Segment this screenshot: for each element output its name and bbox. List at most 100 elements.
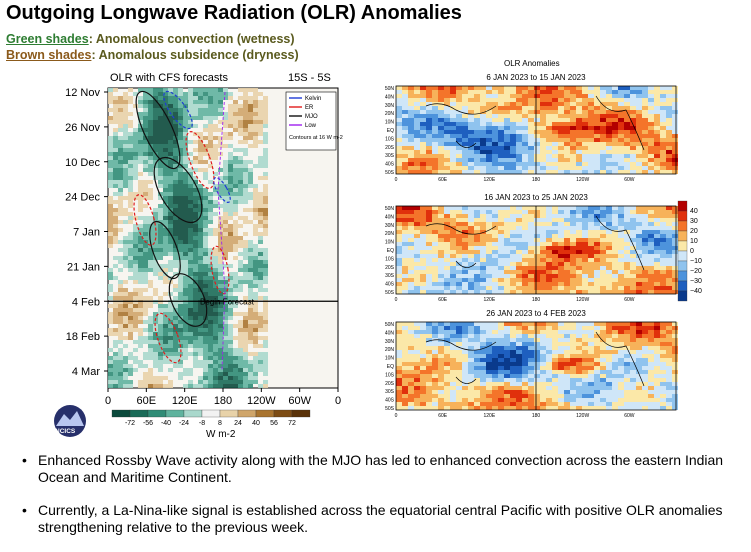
anomaly-cell — [128, 268, 133, 272]
anomaly-cell — [588, 286, 594, 290]
anomaly-cell — [498, 234, 504, 238]
x-tick-label: 60E — [137, 395, 157, 407]
anomaly-cell — [492, 366, 498, 370]
anomaly-cell — [263, 276, 268, 280]
anomaly-cell — [183, 260, 188, 264]
anomaly-cell — [203, 104, 208, 108]
anomaly-cell — [233, 220, 238, 224]
anomaly-cell — [462, 214, 468, 218]
anomaly-cell — [570, 254, 576, 258]
anomaly-cell — [642, 286, 648, 290]
anomaly-cell — [456, 338, 462, 342]
anomaly-cell — [414, 162, 420, 166]
anomaly-cell — [228, 312, 233, 316]
anomaly-cell — [624, 206, 630, 210]
colorbar-tick: -8 — [199, 420, 205, 427]
anomaly-cell — [594, 290, 600, 294]
anomaly-cell — [208, 336, 213, 340]
anomaly-cell — [642, 246, 648, 250]
colorbar-tick: 72 — [288, 420, 296, 427]
anomaly-cell — [612, 214, 618, 218]
anomaly-cell — [173, 324, 178, 328]
anomaly-cell — [558, 134, 564, 138]
anomaly-cell — [558, 86, 564, 90]
anomaly-cell — [233, 196, 238, 200]
anomaly-cell — [576, 146, 582, 150]
anomaly-cell — [396, 238, 402, 242]
anomaly-cell — [468, 322, 474, 326]
anomaly-cell — [576, 122, 582, 126]
anomaly-cell — [263, 116, 268, 120]
anomaly-cell — [228, 380, 233, 384]
anomaly-cell — [558, 338, 564, 342]
anomaly-cell — [408, 234, 414, 238]
anomaly-cell — [243, 240, 248, 244]
anomaly-cell — [612, 154, 618, 158]
anomaly-cell — [450, 134, 456, 138]
anomaly-cell — [624, 218, 630, 222]
anomaly-cell — [570, 286, 576, 290]
anomaly-cell — [143, 300, 148, 304]
anomaly-cell — [552, 262, 558, 266]
lon-tick-label: 0 — [395, 177, 398, 183]
anomaly-cell — [263, 156, 268, 160]
anomaly-cell — [564, 282, 570, 286]
anomaly-cell — [426, 262, 432, 266]
anomaly-cell — [203, 176, 208, 180]
anomaly-cell — [594, 382, 600, 386]
anomaly-cell — [660, 234, 666, 238]
anomaly-cell — [213, 292, 218, 296]
anomaly-cell — [504, 342, 510, 346]
anomaly-cell — [510, 374, 516, 378]
anomaly-cell — [108, 96, 113, 100]
anomaly-cell — [468, 166, 474, 170]
anomaly-cell — [238, 120, 243, 124]
anomaly-cell — [474, 366, 480, 370]
anomaly-cell — [183, 332, 188, 336]
anomaly-cell — [438, 386, 444, 390]
anomaly-cell — [582, 374, 588, 378]
anomaly-cell — [606, 254, 612, 258]
anomaly-cell — [552, 214, 558, 218]
anomaly-cell — [118, 352, 123, 356]
anomaly-cell — [660, 150, 666, 154]
anomaly-cell — [654, 126, 660, 130]
anomaly-cell — [642, 258, 648, 262]
anomaly-cell — [198, 276, 203, 280]
y-tick-label: 24 Dec — [65, 192, 100, 204]
anomaly-cell — [173, 296, 178, 300]
anomaly-cell — [480, 242, 486, 246]
anomaly-cell — [462, 150, 468, 154]
anomaly-cell — [198, 108, 203, 112]
lat-tick-label: 30N — [385, 223, 395, 229]
anomaly-cell — [546, 254, 552, 258]
anomaly-cell — [570, 382, 576, 386]
anomaly-cell — [564, 222, 570, 226]
anomaly-cell — [414, 350, 420, 354]
anomaly-cell — [168, 160, 173, 164]
anomaly-cell — [402, 386, 408, 390]
anomaly-cell — [420, 106, 426, 110]
anomaly-cell — [118, 192, 123, 196]
anomaly-cell — [178, 304, 183, 308]
anomaly-cell — [168, 104, 173, 108]
anomaly-cell — [183, 180, 188, 184]
anomaly-cell — [546, 126, 552, 130]
anomaly-cell — [540, 338, 546, 342]
anomaly-cell — [133, 248, 138, 252]
anomaly-cell — [263, 280, 268, 284]
anomaly-cell — [396, 346, 402, 350]
anomaly-cell — [143, 296, 148, 300]
anomaly-cell — [248, 368, 253, 372]
lat-tick-label: 30S — [385, 273, 395, 279]
anomaly-cell — [113, 148, 118, 152]
anomaly-cell — [113, 164, 118, 168]
anomaly-cell — [450, 222, 456, 226]
anomaly-cell — [480, 214, 486, 218]
anomaly-cell — [402, 146, 408, 150]
anomaly-cell — [522, 118, 528, 122]
anomaly-cell — [133, 140, 138, 144]
anomaly-cell — [528, 230, 534, 234]
anomaly-cell — [188, 328, 193, 332]
anomaly-cell — [546, 90, 552, 94]
